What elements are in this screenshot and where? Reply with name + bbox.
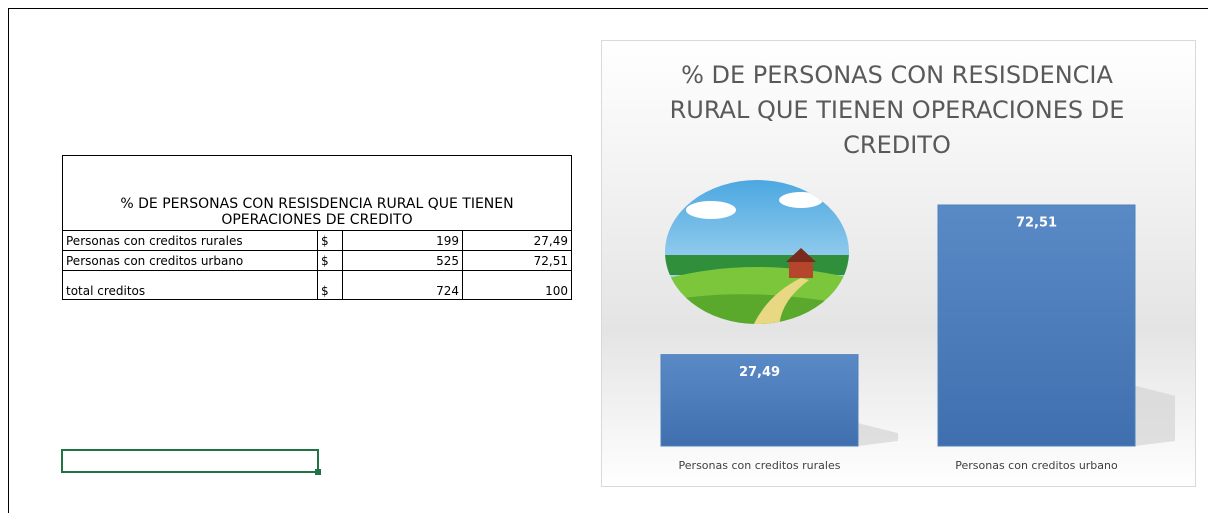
cell[interactable]: total creditos: [62, 270, 318, 300]
cell[interactable]: $: [317, 230, 343, 251]
cell[interactable]: Personas con creditos urbano: [62, 250, 318, 271]
bar[interactable]: [937, 204, 1136, 447]
bar[interactable]: [660, 354, 859, 447]
chart-title: % DE PERSONAS CON RESISDENCIA RURAL QUE …: [669, 61, 1125, 159]
cell[interactable]: 72,51: [462, 250, 572, 271]
data-label: 27,49: [739, 365, 780, 380]
chart[interactable]: 27,49 Personas con creditos rurales 72,51 P…: [601, 40, 1196, 487]
cell[interactable]: 199: [342, 230, 463, 251]
cell[interactable]: $: [317, 250, 343, 271]
selected-cell[interactable]: [61, 449, 321, 475]
x-tick-label: Personas con creditos urbano: [955, 459, 1118, 472]
data-table: % DE PERSONAS CON RESISDENCIA RURAL QUE …: [62, 155, 572, 300]
landscape-picture: [665, 180, 849, 324]
cell[interactable]: 525: [342, 250, 463, 271]
bar-shadow: [1135, 385, 1175, 446]
cell[interactable]: Personas con creditos rurales: [62, 230, 318, 251]
cell[interactable]: 100: [462, 270, 572, 300]
bar-shadow: [858, 423, 898, 446]
cell[interactable]: $: [317, 270, 343, 300]
cell[interactable]: 27,49: [462, 230, 572, 251]
data-label: 72,51: [1016, 216, 1057, 231]
sheet-frame: [8, 8, 1208, 513]
cell[interactable]: 724: [342, 270, 463, 300]
x-tick-label: Personas con creditos rurales: [679, 459, 841, 472]
table-title: % DE PERSONAS CON RESISDENCIA RURAL QUE …: [62, 155, 572, 231]
